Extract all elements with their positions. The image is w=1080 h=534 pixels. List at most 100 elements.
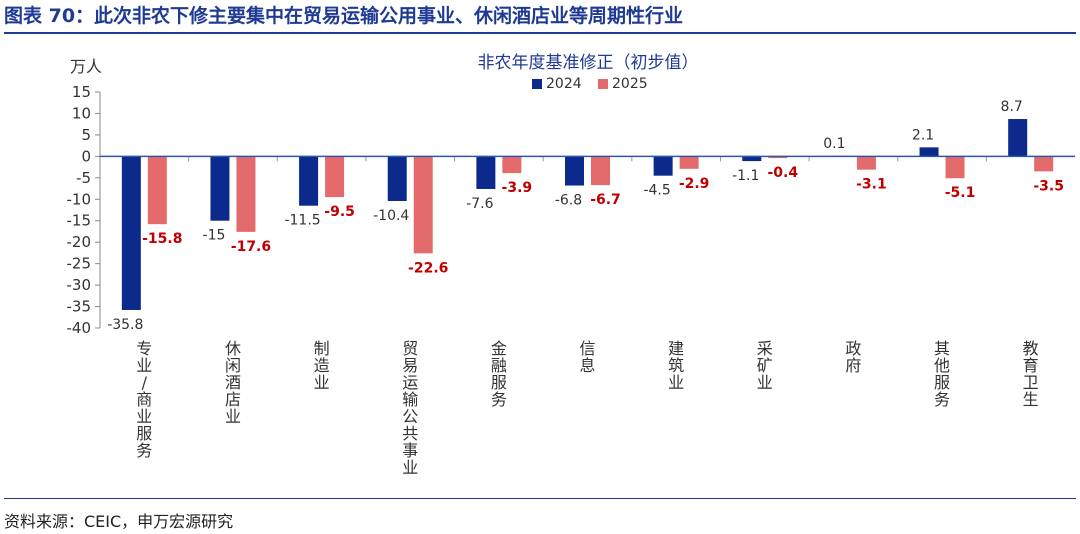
data-label-2024: -10.4 [373, 208, 409, 224]
x-tick-label: 业 [668, 373, 684, 392]
data-label-2025: -6.7 [590, 192, 621, 208]
x-tick-label: 采 [757, 339, 773, 358]
y-tick-label: -30 [67, 276, 92, 294]
y-tick-label: 0 [81, 147, 91, 165]
x-tick-label: 教 [1023, 339, 1039, 358]
source-note: 资料来源：CEIC，申万宏源研究 [4, 512, 234, 531]
data-label-2025: -3.5 [1033, 178, 1064, 194]
y-tick-label: 5 [81, 126, 91, 144]
y-tick-label: -35 [67, 298, 92, 316]
bar-2024 [919, 147, 939, 157]
legend-swatch-2024 [532, 79, 542, 89]
data-label-2024: -1.1 [732, 168, 759, 184]
x-tick-label: 息 [579, 356, 595, 375]
bar-2025 [502, 156, 522, 174]
y-tick-label: -10 [67, 190, 92, 208]
figure-title: 图表 70：此次非农下修主要集中在贸易运输公用事业、休闲酒店业等周期性行业 [4, 5, 684, 27]
x-tick-label: 易 [402, 356, 418, 375]
bar-2024 [653, 156, 673, 176]
x-tick-label: 务 [491, 390, 507, 409]
bar-2025 [679, 156, 699, 169]
data-label-2024: -35.8 [107, 317, 143, 333]
x-tick-label: 闲 [225, 356, 241, 375]
data-label-2024: 2.1 [912, 127, 934, 143]
data-label-2024: -4.5 [643, 183, 670, 199]
x-tick-label: 业 [136, 407, 152, 426]
x-tick-label: 输 [402, 390, 418, 409]
data-label-2025: -0.4 [767, 165, 798, 181]
x-tick-label: 信 [579, 339, 595, 358]
legend-swatch-2025 [598, 79, 608, 89]
x-tick-label: 公 [402, 407, 418, 426]
x-tick-label: 筑 [668, 356, 684, 375]
x-tick-label: 酒 [225, 373, 241, 392]
x-tick-label: 业 [136, 356, 152, 375]
y-tick-label: 10 [72, 104, 91, 122]
bar-2024 [387, 156, 407, 201]
x-tick-label: 其 [934, 339, 950, 358]
y-tick-label: -20 [67, 233, 92, 251]
bar-2025 [325, 156, 345, 198]
data-label-2025: -3.9 [502, 180, 533, 196]
bar-2025 [147, 156, 167, 225]
x-tick-label: 业 [225, 407, 241, 426]
bar-chart: 非农年度基准修正（初步值） 万人 2024 2025 15 10 5 0 -5 -10 -15 -20… [67, 53, 1075, 477]
x-tick-label: 贸 [402, 339, 418, 358]
x-tick-label: 业 [314, 373, 330, 392]
x-tick-label: 业 [402, 458, 418, 477]
data-label-2024: 0.1 [823, 136, 845, 152]
bar-2025 [236, 156, 256, 232]
x-tick-label: 卫 [1023, 373, 1039, 392]
y-tick-label: -15 [67, 212, 92, 230]
x-tick-label: 金 [491, 339, 507, 358]
x-tick-label: 育 [1023, 356, 1039, 375]
x-tick-label: 生 [1023, 390, 1039, 409]
y-tick-label: -5 [76, 169, 91, 187]
data-label-2024: -6.8 [555, 193, 582, 209]
x-tick-label: 制 [314, 339, 330, 358]
x-tick-label: 休 [225, 339, 241, 358]
bar-2024 [299, 156, 319, 206]
x-tick-label: 业 [757, 373, 773, 392]
x-tick-label: 造 [314, 356, 330, 375]
x-tick-label: 运 [402, 373, 418, 392]
x-tick-label: 他 [934, 356, 950, 375]
title-rule [4, 32, 1076, 34]
bar-2024 [210, 156, 230, 221]
chart-title: 非农年度基准修正（初步值） [478, 53, 699, 73]
bar-2024 [121, 156, 141, 310]
x-tick-label: 店 [225, 390, 241, 409]
data-label-2024: -11.5 [284, 213, 320, 229]
data-label-2025: -22.6 [408, 260, 448, 276]
y-tick-label: -40 [67, 319, 92, 337]
bar-2024 [1008, 119, 1028, 157]
bar-2024 [476, 156, 496, 189]
bar-2025 [413, 156, 433, 254]
x-tick-label: 服 [136, 424, 152, 443]
data-label-2025: -2.9 [679, 176, 710, 192]
legend-label-2024: 2024 [546, 76, 582, 92]
data-label-2024: 8.7 [1001, 99, 1023, 115]
x-tick-label: 共 [402, 424, 418, 443]
bar-2025 [856, 156, 876, 170]
x-tick-label: 服 [934, 373, 950, 392]
data-label-2025: -3.1 [856, 177, 887, 193]
data-label-2025: -9.5 [324, 204, 355, 220]
x-tick-label: 务 [934, 390, 950, 409]
y-tick-label: 15 [72, 83, 91, 101]
legend-label-2025: 2025 [612, 76, 648, 92]
bar-2024 [565, 156, 584, 186]
data-label-2025: -17.6 [231, 239, 271, 255]
data-label-2024: -7.6 [466, 196, 493, 212]
x-tick-label: 政 [845, 339, 861, 358]
x-tick-label: 服 [491, 373, 507, 392]
bar-2024 [742, 156, 762, 162]
x-tick-label: / [142, 373, 148, 392]
x-tick-label: 专 [136, 339, 152, 358]
bar-2025 [945, 156, 965, 179]
source-rule [4, 498, 1076, 499]
bar-2025 [591, 156, 610, 186]
data-label-2025: -5.1 [945, 185, 976, 201]
x-tick-label: 融 [491, 356, 507, 375]
x-tick-label: 商 [136, 390, 152, 409]
